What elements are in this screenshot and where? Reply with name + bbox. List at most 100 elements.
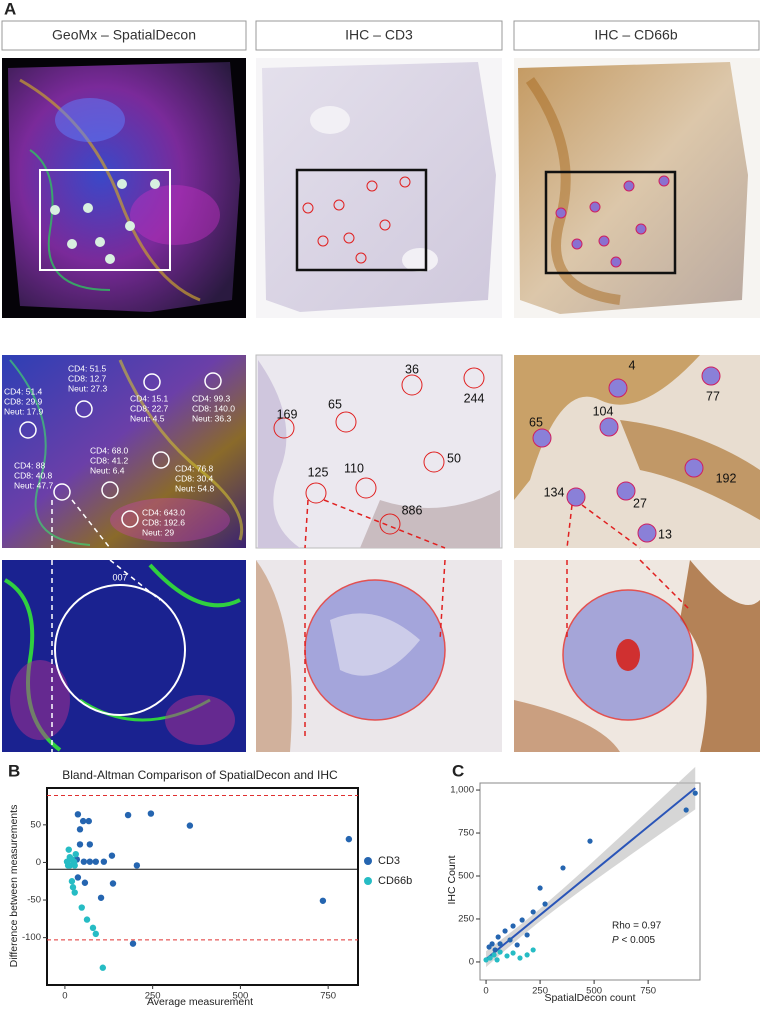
point <box>494 957 500 963</box>
fluorescence-roi-detail <box>148 563 241 608</box>
point <box>537 885 543 891</box>
cd3-image-detail <box>355 252 367 264</box>
point <box>80 858 88 865</box>
cd66b-roi-detail <box>680 560 760 752</box>
point <box>86 841 94 848</box>
point <box>85 817 92 825</box>
point <box>491 952 497 958</box>
cd3-image-detail <box>379 219 391 231</box>
cd66b-zoom-detail <box>684 458 704 478</box>
y-axis-label: Difference between measurements <box>8 805 20 968</box>
fluorescence-zoom-detail <box>2 355 246 548</box>
point <box>76 826 84 833</box>
point <box>487 955 493 961</box>
y-tick-label: 750 <box>458 828 474 839</box>
plot-frame <box>479 782 701 981</box>
roi-label: Neut: 27.3 <box>68 383 107 393</box>
y-axis-label: IHC Count <box>446 855 458 904</box>
header-box <box>255 20 503 51</box>
fluorescence-image-detail <box>117 179 127 189</box>
p-symbol: P <box>612 935 619 946</box>
x-tick-label: 500 <box>232 991 248 1002</box>
fluorescence-image-detail <box>67 239 77 249</box>
cd3-zoom-detail <box>323 499 446 549</box>
fluorescence-roi <box>2 559 246 752</box>
fluorescence-zoom <box>2 355 246 549</box>
point <box>86 858 94 865</box>
panel-label: A <box>4 0 16 18</box>
cd3-zoom <box>255 354 503 549</box>
cd3-image-detail <box>366 180 378 192</box>
point <box>72 850 79 858</box>
cd3-image-detail <box>333 199 345 211</box>
point <box>502 928 508 934</box>
fluorescence-image-detail <box>55 98 125 142</box>
point <box>542 901 548 907</box>
roi-label: Neut: 54.8 <box>175 483 214 493</box>
fluorescence-image-detail <box>105 254 115 264</box>
cd3-count: 125 <box>308 465 329 479</box>
panel-label: B <box>8 761 20 780</box>
y-tick-label: 1,000 <box>450 785 474 796</box>
cd66b-image-detail <box>658 175 670 187</box>
cd3-count: 50 <box>447 451 461 465</box>
point <box>514 942 520 948</box>
roi-label: CD4: 99.3 <box>192 393 231 403</box>
fluorescence-zoom-detail <box>121 510 139 528</box>
fluorescence-image-detail <box>150 179 160 189</box>
cd3-count: 886 <box>402 503 423 517</box>
fluorescence-zoom-detail <box>204 372 222 390</box>
roi-label: CD4: 51.4 <box>4 386 43 396</box>
point <box>79 817 87 825</box>
cd66b-zoom-detail <box>701 366 721 386</box>
point <box>683 807 689 813</box>
cd66b-image-detail <box>571 238 583 250</box>
fluorescence-zoom-detail <box>118 359 244 541</box>
point <box>507 937 513 943</box>
x-tick-label: 750 <box>320 991 336 1002</box>
fluorescence-zoom-detail <box>71 499 111 549</box>
point <box>78 904 85 911</box>
cd3-zoom-detail <box>335 411 357 433</box>
point <box>83 916 91 923</box>
cd3-zoom-detail <box>273 417 295 439</box>
cd3-zoom-detail <box>304 499 309 549</box>
cd66b-image-detail <box>525 77 621 305</box>
point <box>510 923 516 929</box>
y-tick-label: 500 <box>458 871 474 882</box>
cd3-image-detail <box>343 232 355 244</box>
fluorescence-image <box>2 58 246 318</box>
roi-label: CD8: 12.7 <box>68 373 107 383</box>
fit-line <box>485 787 696 960</box>
cd3-count: 244 <box>464 391 485 405</box>
cd66b-roi-detail <box>514 700 620 752</box>
point <box>186 822 194 829</box>
cd66b-zoom-detail <box>637 523 657 543</box>
x-tick-label: 0 <box>483 986 488 997</box>
roi-label: CD8: 22.7 <box>130 403 169 413</box>
point <box>124 811 132 819</box>
cd3-roi-detail <box>256 560 292 752</box>
roi-label: Neut: 17.9 <box>4 406 43 416</box>
point <box>71 889 78 896</box>
cd3-count: 169 <box>277 407 298 421</box>
point <box>486 944 492 950</box>
cd66b-image-detail <box>555 207 567 219</box>
x-axis-label: SpatialDecon count <box>544 992 635 1004</box>
cd66b-count: 104 <box>593 404 614 418</box>
cd3-zoom-detail <box>401 374 423 396</box>
y-tick-label: 50 <box>30 819 41 830</box>
cd66b-count: 65 <box>529 415 543 429</box>
fluorescence-image-detail <box>125 221 135 231</box>
cd3-image-detail <box>399 176 411 188</box>
fluorescence-roi-detail <box>10 660 70 740</box>
cd3-image-detail <box>317 235 329 247</box>
cd66b-count: 4 <box>629 358 636 372</box>
roi-label: CD4: 88 <box>14 460 45 470</box>
point <box>92 858 99 865</box>
column-header: GeoMx – SpatialDecon <box>52 27 196 43</box>
point <box>69 884 77 891</box>
cd66b-image-detail <box>598 235 610 247</box>
point <box>108 852 116 859</box>
cd3-count: 110 <box>344 461 364 475</box>
